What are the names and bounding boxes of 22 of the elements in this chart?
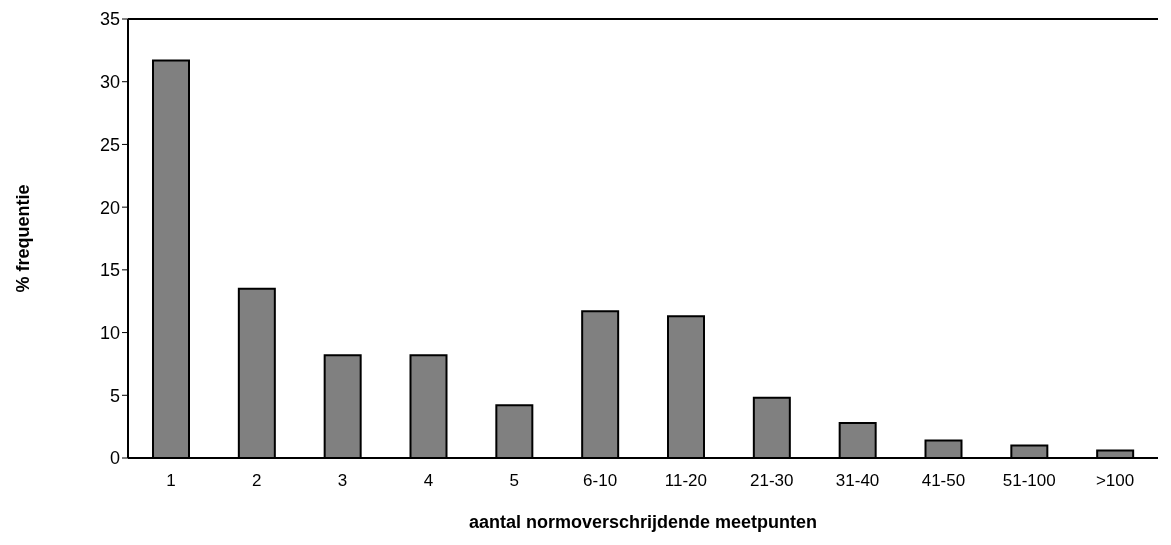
x-tick-label: 6-10	[583, 471, 618, 491]
y-tick-label: 20	[99, 197, 120, 218]
y-axis-title: % frequentie	[13, 184, 34, 293]
x-axis-title: aantal normoverschrijdende meetpunten	[468, 512, 818, 532]
y-tick-label: 30	[99, 72, 120, 93]
x-tick-label: 2	[252, 471, 262, 491]
y-tick-label: 25	[99, 134, 120, 155]
x-tick-label: 5	[509, 471, 519, 491]
x-tick-label: 31-40	[835, 471, 880, 491]
x-tick-label: 4	[423, 471, 434, 491]
x-tick-label: 1	[166, 471, 176, 491]
y-tick-label: 35	[99, 9, 120, 30]
x-tick-label: 21-30	[750, 471, 794, 491]
y-tick-label: 0	[109, 448, 120, 469]
y-tick-label: 10	[99, 322, 120, 343]
x-tick-label: >100	[1095, 471, 1135, 491]
x-tick-label: 3	[337, 471, 348, 491]
x-tick-label: 11-20	[664, 471, 708, 491]
y-tick-label: 5	[109, 385, 120, 406]
x-tick-label: 41-50	[921, 471, 966, 491]
y-tick-label: 15	[99, 260, 120, 281]
x-tick-label: 51-100	[1002, 471, 1056, 491]
